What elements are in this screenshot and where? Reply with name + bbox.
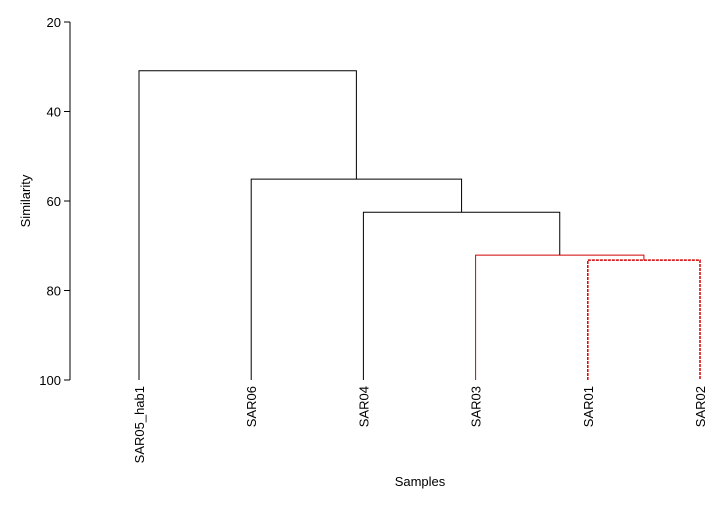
leaf-label: SAR01: [581, 386, 596, 427]
leaf-label: SAR02: [693, 386, 708, 427]
dendrogram-link: [587, 259, 701, 380]
dendrogram-link: [475, 254, 645, 380]
y-tick-label: 40: [47, 105, 61, 120]
leaf-label: SAR05_hab1: [132, 386, 147, 463]
dendrogram-link: [138, 70, 357, 380]
y-tick-label: 20: [47, 15, 61, 30]
y-tick-label: 100: [39, 373, 61, 388]
dendrogram-link: [250, 178, 463, 380]
leaf-label: SAR06: [244, 386, 259, 427]
y-tick-label: 80: [47, 284, 61, 299]
y-tick-label: 60: [47, 194, 61, 209]
leaf-label: SAR04: [356, 386, 371, 427]
dendrogram-link: [362, 211, 561, 380]
y-axis-label: Similarity: [18, 174, 33, 227]
leaf-label: SAR03: [469, 386, 484, 427]
x-axis-label: Samples: [395, 474, 446, 489]
